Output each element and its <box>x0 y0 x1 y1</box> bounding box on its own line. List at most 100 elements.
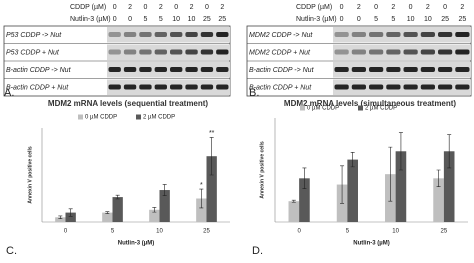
blot-row-label: B-actin CDDP + Nut <box>6 84 69 91</box>
blot-band <box>455 32 470 37</box>
x-tick-label: 5 <box>111 229 115 235</box>
chart-title: MDM2 mRNA levels (sequential treatment) <box>48 99 209 108</box>
blot-lane <box>107 62 230 78</box>
cddp-value: 0 <box>374 4 378 11</box>
blot-band <box>369 84 384 90</box>
blot-row-label: MDM2 CDDP -> Nut <box>249 32 313 39</box>
blot-band <box>351 49 366 55</box>
blot-band <box>154 32 167 37</box>
cddp-value: 2 <box>460 4 464 11</box>
nutlin-value: 25 <box>458 16 466 23</box>
blot-band <box>139 67 152 72</box>
blot-band <box>216 32 229 37</box>
blot-band <box>386 49 401 55</box>
blot-band <box>334 49 349 55</box>
bar <box>443 151 455 222</box>
blot-band <box>170 49 183 55</box>
bar <box>159 190 170 222</box>
blot-row-label: B-actin CDDP -> Nut <box>6 67 72 74</box>
blot-band <box>123 67 137 72</box>
legend-label: 0 µM CDDP <box>85 115 117 121</box>
cddp-value: 0 <box>143 4 147 11</box>
significance-mark: ** <box>209 130 215 137</box>
blot-band <box>351 84 366 90</box>
blot-band <box>420 49 435 55</box>
nutlin-value: 10 <box>407 16 415 23</box>
legend-swatch <box>78 114 83 120</box>
panel-letter: B. <box>249 87 259 99</box>
blot-row-label: P53 CDDP + Nut <box>6 49 60 56</box>
blot-band <box>170 32 183 37</box>
nutlin-value: 0 <box>128 16 132 23</box>
legend-swatch <box>136 114 141 120</box>
error-bar <box>199 188 204 209</box>
bar <box>149 209 160 222</box>
nutlin-value: 5 <box>374 16 378 23</box>
blot-band <box>386 84 401 90</box>
blot-band <box>200 84 214 90</box>
nutlin-label: Nutlin-3 (µM) <box>70 16 111 23</box>
blot-band <box>216 84 229 90</box>
cddp-label: CDDP (µM) <box>296 4 332 11</box>
blot-band <box>185 67 198 72</box>
blot-lane <box>107 44 230 60</box>
nutlin-value: 25 <box>441 16 449 23</box>
error-bar <box>398 132 403 171</box>
bar <box>206 156 217 222</box>
blot-band <box>185 84 198 90</box>
legend-swatch <box>358 105 363 111</box>
error-bar <box>302 167 307 190</box>
nutlin-value: 10 <box>172 16 180 23</box>
bar <box>299 178 310 222</box>
chart-title: MDM2 mRNA levels (simultaneous treatment… <box>284 99 457 108</box>
blot-band <box>200 32 214 37</box>
x-tick-label: 0 <box>64 229 68 235</box>
y-axis-label: Annexin V positive cells <box>259 141 265 198</box>
blot-band <box>123 84 137 90</box>
legend-label: 0 µM CDDP <box>307 106 339 112</box>
blot-band <box>420 67 435 72</box>
blot-band <box>200 49 214 55</box>
blot-band <box>369 67 384 72</box>
cddp-value: 0 <box>174 4 178 11</box>
bar <box>55 217 66 222</box>
error-bar <box>388 146 393 202</box>
error-bar <box>209 137 214 176</box>
blot-band <box>200 67 214 72</box>
blot-lane <box>333 27 471 43</box>
bar <box>196 198 207 222</box>
blot-band <box>123 49 137 55</box>
significance-mark: * <box>200 182 203 189</box>
x-axis-label: Nutlin-3 (µM) <box>353 241 389 247</box>
blot-lane <box>333 62 471 78</box>
x-tick-label: 25 <box>441 229 448 235</box>
error-bar <box>105 211 110 214</box>
blot-band <box>139 32 152 37</box>
blot-band <box>403 49 418 55</box>
blot-band <box>438 32 453 37</box>
blot-band <box>369 49 384 55</box>
blot-lane <box>333 44 471 60</box>
blot-band <box>154 84 167 90</box>
blot-band <box>403 32 418 37</box>
nutlin-value: 25 <box>218 16 226 23</box>
blot-band <box>403 84 418 90</box>
blot-band <box>170 84 183 90</box>
error-bar <box>68 208 73 217</box>
blot-band <box>154 67 167 72</box>
bar <box>347 159 358 222</box>
blot-band <box>369 32 384 37</box>
nutlin-label: Nutlin-3 (µM) <box>296 16 337 23</box>
blot-band <box>216 49 229 55</box>
cddp-label: CDDP (µM) <box>70 4 106 11</box>
x-axis-label: Nutlin-3 (µM) <box>118 241 154 247</box>
cddp-value: 2 <box>220 4 224 11</box>
cddp-value: 2 <box>426 4 430 11</box>
error-bar <box>350 152 355 168</box>
blot-band <box>334 84 349 90</box>
legend-swatch <box>300 105 305 111</box>
panel-letter: C. <box>6 245 17 257</box>
blot-band <box>185 32 198 37</box>
blot-lane <box>333 79 471 95</box>
